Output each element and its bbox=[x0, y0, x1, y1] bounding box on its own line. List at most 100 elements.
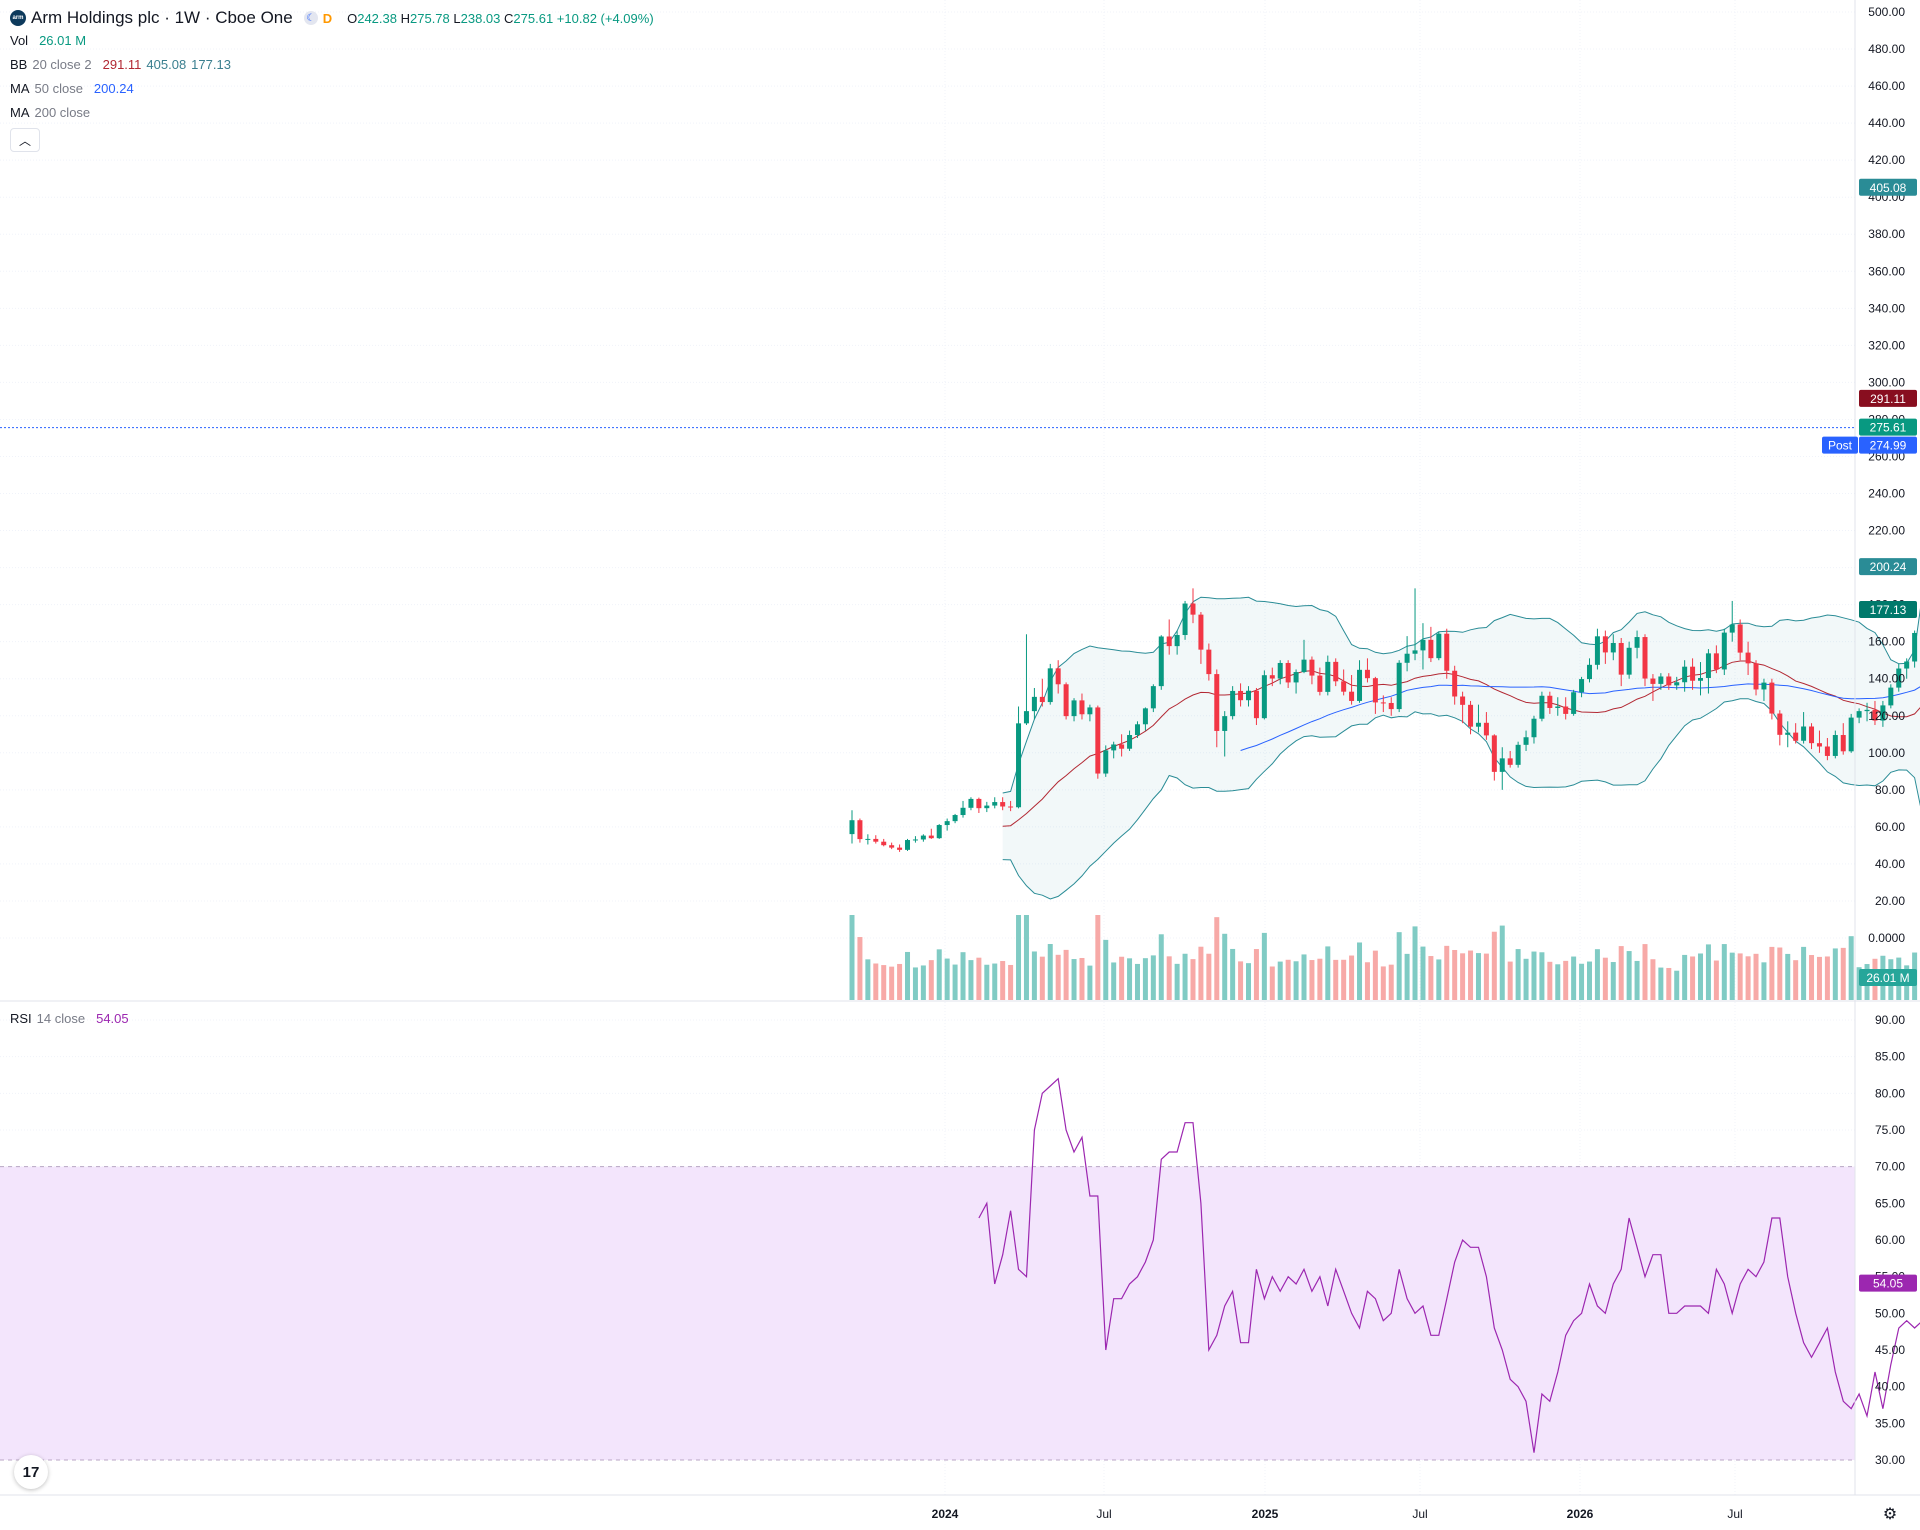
tradingview-logo-icon[interactable]: 17 bbox=[14, 1455, 48, 1489]
volume-bar bbox=[905, 951, 911, 1000]
price-tick-label: 320.00 bbox=[1868, 338, 1905, 352]
volume-bar bbox=[1468, 950, 1474, 1000]
volume-bar bbox=[1801, 946, 1807, 1000]
candle bbox=[1880, 700, 1886, 727]
candle bbox=[1555, 697, 1561, 716]
time-axis[interactable]: 2024 Jul 2025 Jul 2026 Jul bbox=[932, 1507, 1743, 1521]
candle bbox=[1071, 698, 1077, 722]
price-tick-label: 120.00 bbox=[1868, 709, 1905, 723]
symbol-title[interactable]: Arm Holdings plc · 1W · Cboe One bbox=[31, 8, 293, 27]
last-price-badge-text: 275.61 bbox=[1870, 421, 1907, 435]
candle-body bbox=[1269, 675, 1275, 679]
price-axis[interactable]: 500.00480.00460.00440.00420.00400.00380.… bbox=[1868, 5, 1905, 945]
candle bbox=[1666, 673, 1672, 690]
volume-bar bbox=[1238, 961, 1244, 1000]
candle bbox=[1491, 734, 1497, 781]
volume-legend[interactable]: Vol 26.01 M bbox=[10, 33, 86, 48]
candle-body bbox=[920, 835, 926, 840]
volume-bar bbox=[1230, 948, 1236, 1000]
candle bbox=[1420, 623, 1426, 670]
ma200-legend[interactable]: MA 200 close bbox=[10, 105, 90, 120]
candle-body bbox=[1579, 679, 1585, 693]
candle bbox=[944, 818, 950, 831]
volume-bar bbox=[1793, 960, 1799, 1000]
candle-body bbox=[1119, 744, 1125, 749]
candle bbox=[1055, 660, 1061, 694]
candle bbox=[1000, 797, 1006, 811]
candle bbox=[1809, 723, 1815, 750]
rsi-value: 54.05 bbox=[96, 1011, 129, 1026]
rsi-legend[interactable]: RSI 14 close 54.05 bbox=[10, 1011, 129, 1026]
volume-bar bbox=[1372, 950, 1378, 1000]
candle-body bbox=[1904, 661, 1910, 669]
candle bbox=[1737, 619, 1743, 661]
candle bbox=[928, 828, 934, 839]
rsi-tick-label: 60.00 bbox=[1875, 1233, 1905, 1247]
symbol-legend[interactable]: arm Arm Holdings plc · 1W · Cboe One ☾ D… bbox=[10, 8, 654, 28]
candle bbox=[1801, 712, 1807, 744]
bb-basis-badge: 291.11 bbox=[1859, 389, 1917, 407]
candle bbox=[976, 797, 982, 813]
volume-bar bbox=[1404, 953, 1410, 1000]
last-price-badge-bg bbox=[1859, 418, 1917, 436]
change-value: +10.82 (+4.09%) bbox=[556, 10, 654, 26]
candle bbox=[1031, 687, 1037, 720]
candle-body bbox=[1166, 636, 1172, 647]
candle-body bbox=[865, 838, 871, 840]
gear-icon[interactable]: ⚙ bbox=[1882, 1506, 1898, 1523]
candle-body bbox=[1594, 636, 1600, 665]
collapse-legend-button[interactable]: ︿ bbox=[10, 128, 40, 152]
candle-body bbox=[881, 841, 887, 846]
candlesticks[interactable] bbox=[849, 101, 1920, 852]
bb-legend[interactable]: BB 20 close 2 291.11 405.08 177.13 bbox=[10, 57, 231, 72]
candle bbox=[1380, 695, 1386, 713]
close-label: C bbox=[504, 10, 514, 26]
candle-body bbox=[1452, 670, 1458, 697]
volume-bar bbox=[1832, 948, 1838, 1000]
candle-body bbox=[1214, 674, 1220, 731]
volume-bar bbox=[1698, 953, 1704, 1000]
moon-icon: ☾ bbox=[303, 11, 318, 25]
grid-lines bbox=[0, 0, 1855, 1495]
volume-bar bbox=[1721, 944, 1727, 1000]
volume-badge-bg bbox=[1859, 969, 1917, 986]
volume-bar bbox=[1658, 967, 1664, 1000]
volume-bar bbox=[1650, 959, 1656, 1000]
candle-body bbox=[1222, 716, 1228, 731]
bollinger-upper-line bbox=[1002, 596, 1920, 794]
delayed-badge[interactable]: D bbox=[322, 10, 333, 26]
candle-body bbox=[1063, 684, 1069, 717]
rsi-axis[interactable]: 90.0085.0080.0075.0070.0065.0060.0055.00… bbox=[1875, 1013, 1905, 1467]
candle-body bbox=[889, 845, 895, 848]
volume-bar bbox=[1491, 931, 1497, 1000]
volume-bar bbox=[1285, 959, 1291, 1000]
price-tick-label: 420.00 bbox=[1868, 153, 1905, 167]
candle-body bbox=[1309, 659, 1315, 676]
candle bbox=[1016, 706, 1022, 809]
bb-lower-badge-bg bbox=[1859, 600, 1917, 618]
candle-body bbox=[1547, 695, 1553, 708]
candle-body bbox=[1809, 726, 1815, 744]
ma50-legend[interactable]: MA 50 close 200.24 bbox=[10, 81, 134, 96]
rsi-badge: 54.05 bbox=[1859, 1274, 1917, 1292]
candle bbox=[1428, 626, 1434, 663]
candle-body bbox=[1095, 707, 1101, 774]
candle bbox=[1357, 660, 1363, 703]
candle-body bbox=[1531, 718, 1537, 738]
volume-bar bbox=[1705, 944, 1711, 1000]
candle bbox=[1372, 676, 1378, 714]
candle-body bbox=[1293, 672, 1299, 683]
candle bbox=[1253, 687, 1259, 726]
volume-bar bbox=[1753, 953, 1759, 1000]
high-value: 275.78 bbox=[410, 10, 450, 26]
candle-body bbox=[1872, 709, 1878, 721]
volume-bar bbox=[1761, 962, 1767, 1000]
price-tick-label: 480.00 bbox=[1868, 42, 1905, 56]
candle bbox=[1848, 713, 1854, 753]
candle-body bbox=[1087, 707, 1093, 715]
post-price-badge: 274.99 bbox=[1859, 436, 1917, 454]
volume-bars bbox=[849, 915, 1918, 1000]
candle bbox=[1460, 691, 1466, 724]
volume-bar bbox=[976, 957, 982, 1000]
